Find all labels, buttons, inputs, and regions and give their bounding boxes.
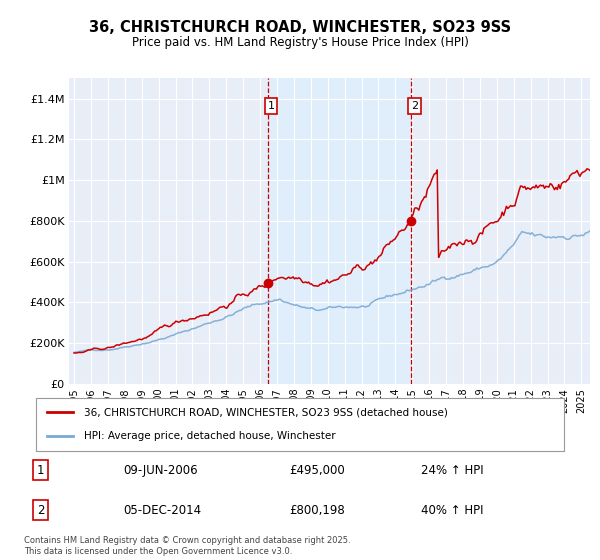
- Text: Contains HM Land Registry data © Crown copyright and database right 2025.
This d: Contains HM Land Registry data © Crown c…: [24, 536, 350, 556]
- Text: £495,000: £495,000: [289, 464, 345, 477]
- Text: HPI: Average price, detached house, Winchester: HPI: Average price, detached house, Winc…: [83, 431, 335, 441]
- Bar: [268, 78, 411, 384]
- Text: 2: 2: [37, 504, 44, 517]
- Text: 24% ↑ HPI: 24% ↑ HPI: [421, 464, 484, 477]
- Text: £800,198: £800,198: [289, 504, 345, 517]
- Text: 1: 1: [268, 101, 274, 111]
- Text: 40% ↑ HPI: 40% ↑ HPI: [421, 504, 484, 517]
- Text: 36, CHRISTCHURCH ROAD, WINCHESTER, SO23 9SS (detached house): 36, CHRISTCHURCH ROAD, WINCHESTER, SO23 …: [83, 408, 448, 418]
- Text: 05-DEC-2014: 05-DEC-2014: [124, 504, 202, 517]
- Text: Price paid vs. HM Land Registry's House Price Index (HPI): Price paid vs. HM Land Registry's House …: [131, 36, 469, 49]
- Text: 1: 1: [37, 464, 44, 477]
- FancyBboxPatch shape: [36, 398, 564, 451]
- Text: 09-JUN-2006: 09-JUN-2006: [124, 464, 198, 477]
- Text: 2: 2: [411, 101, 418, 111]
- Text: 36, CHRISTCHURCH ROAD, WINCHESTER, SO23 9SS: 36, CHRISTCHURCH ROAD, WINCHESTER, SO23 …: [89, 20, 511, 35]
